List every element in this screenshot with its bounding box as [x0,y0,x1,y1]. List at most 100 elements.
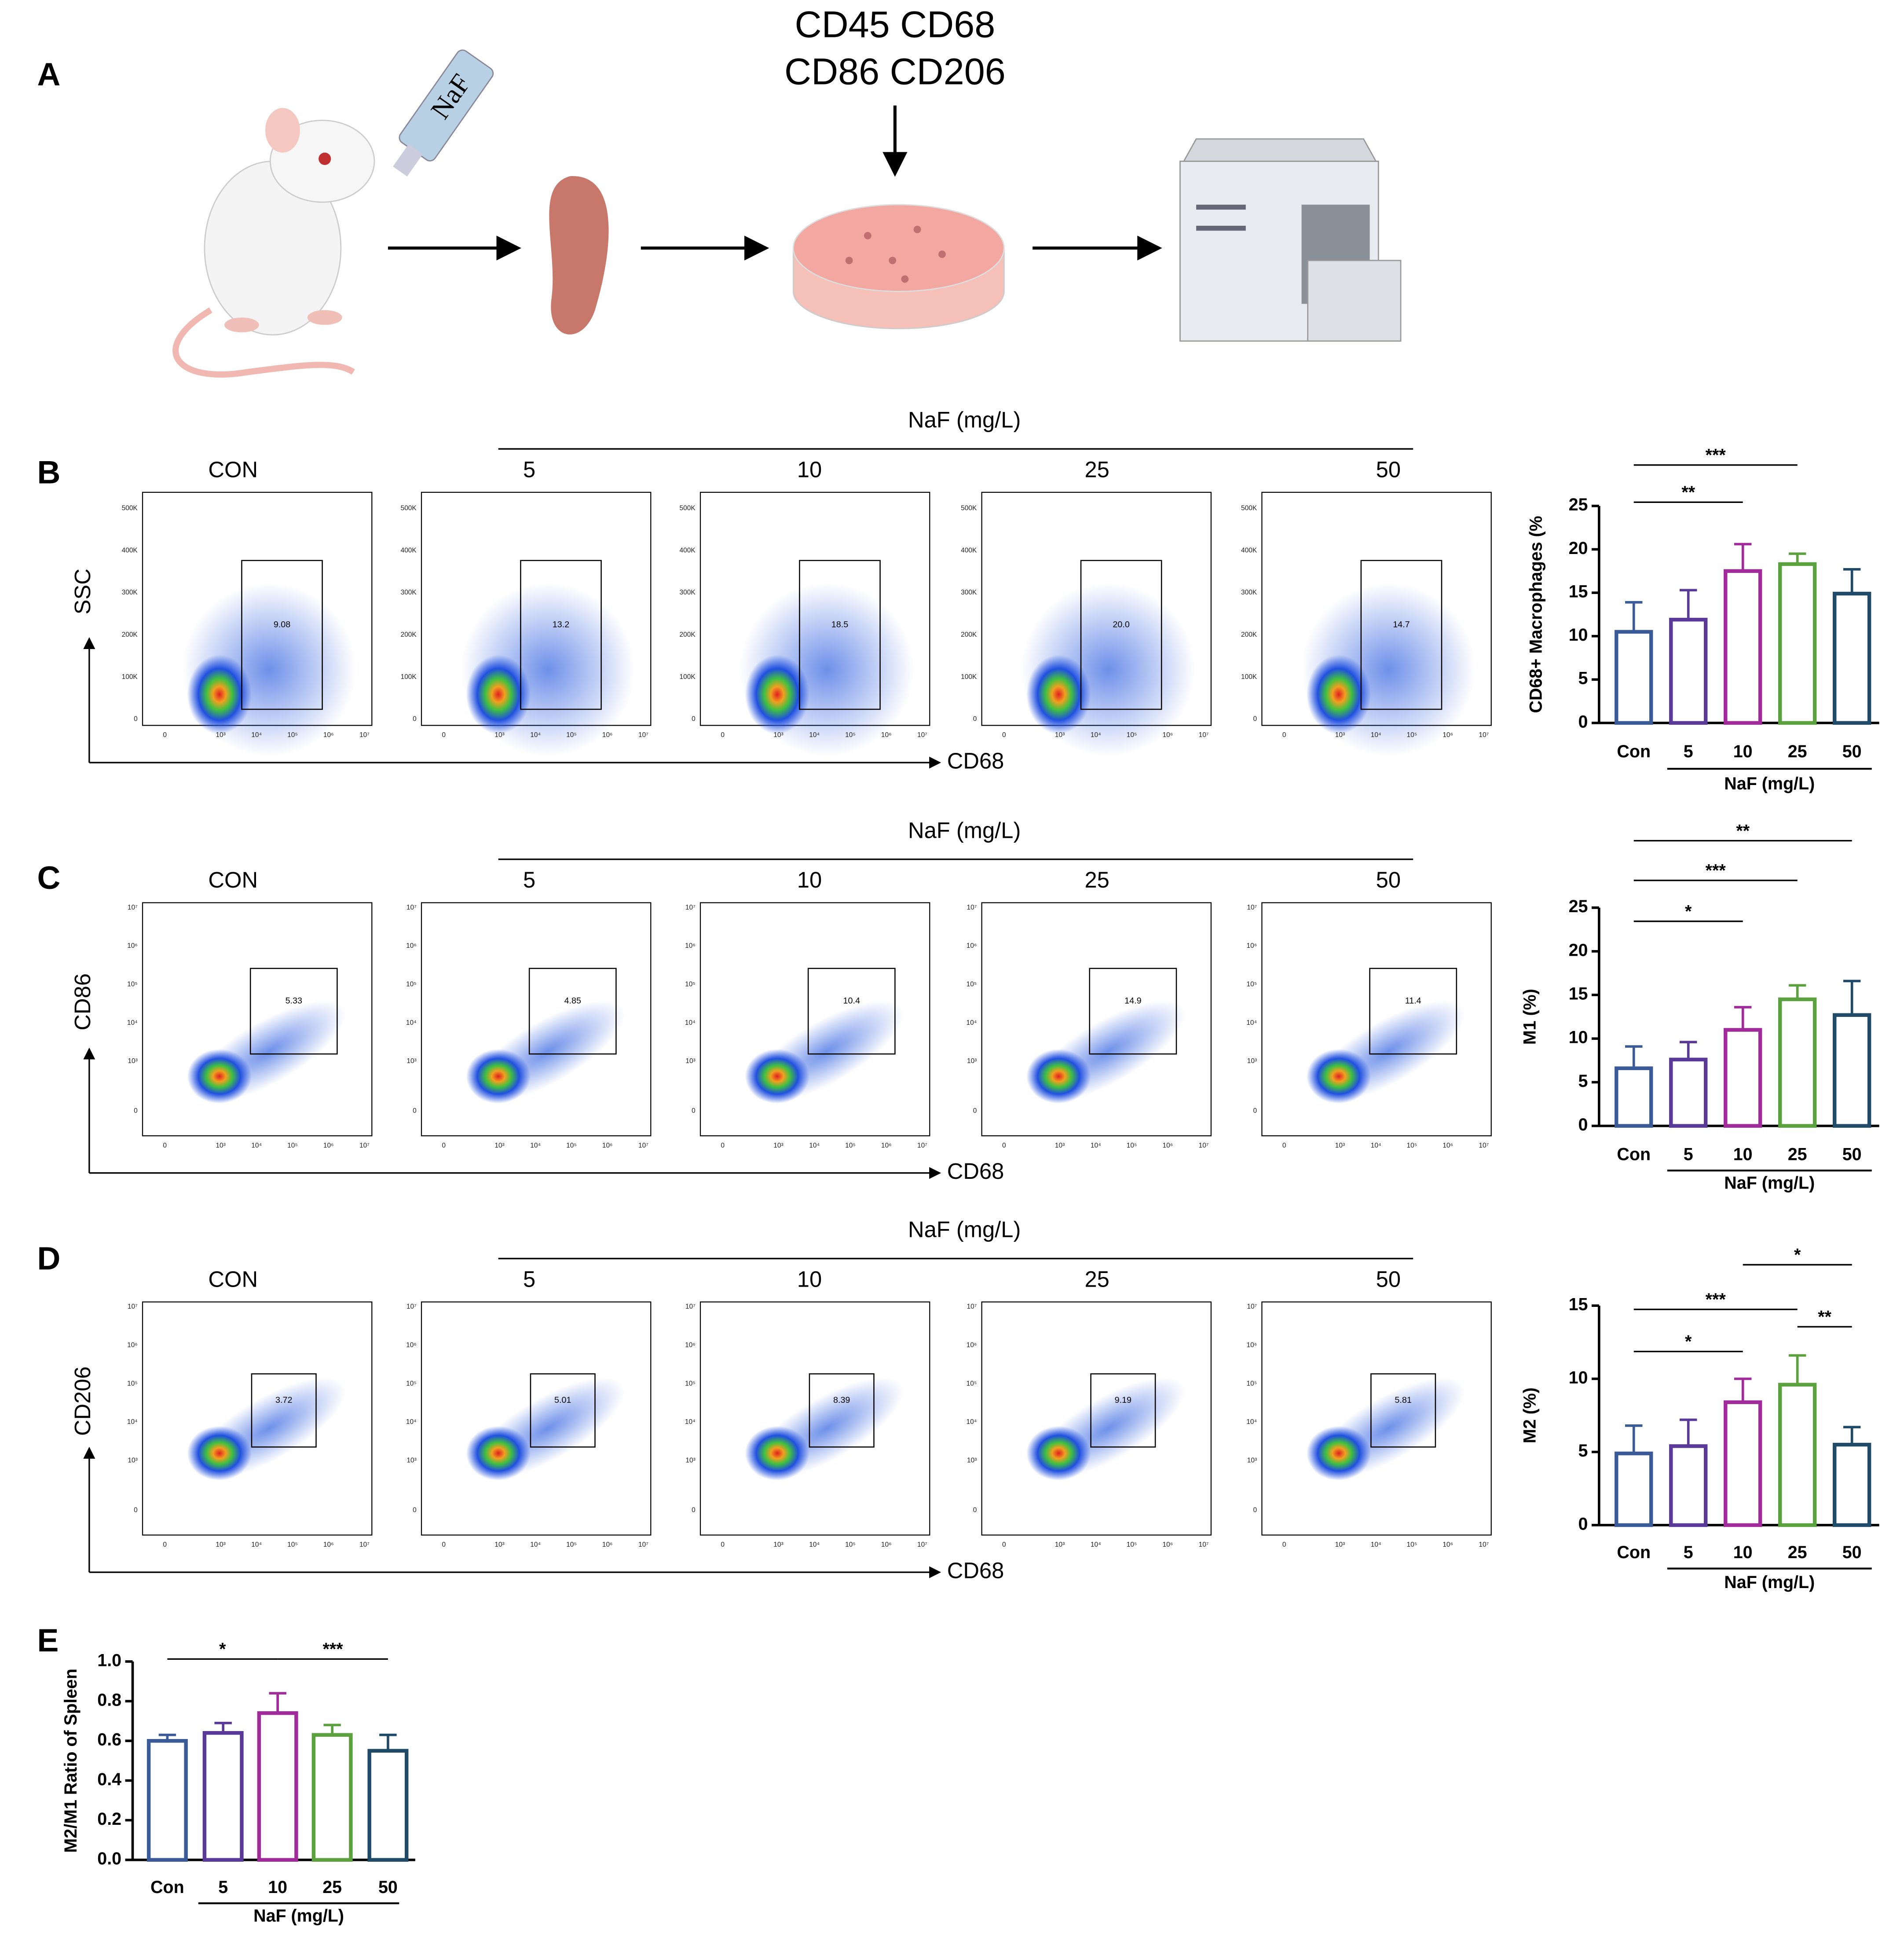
gate-value: 4.85 [564,996,581,1006]
x-tick-label: Con [1617,742,1651,761]
y-tick-label: 400K [961,547,977,554]
y-tick-label: 5 [1578,1441,1588,1460]
bar [1724,1028,1762,1128]
y-tick-label: 10⁶ [406,1341,417,1349]
y-tick-label: 300K [680,589,696,596]
marker-text: CD45 CD68 [795,4,996,45]
column-label: 10 [797,1266,822,1291]
x-tick-label: 0 [1002,731,1006,739]
x-tick-label: 10⁷ [1199,731,1209,739]
flow-cytometer [1179,138,1402,342]
x-tick-label: 0 [1282,731,1286,739]
y-tick-label: 10⁶ [127,1341,138,1349]
y-tick-label: 10⁷ [967,1303,977,1310]
y-tick-label: 200K [122,631,138,638]
x-axis-label: CD68 [947,748,1004,773]
y-tick-label: 25 [1569,495,1588,514]
x-tick-label: 0 [163,1541,167,1548]
x-tick-label: 10⁴ [809,731,820,739]
x-tick-label: 10⁵ [1407,1142,1417,1149]
gate [1090,1373,1156,1448]
gate-value: 9.08 [274,620,290,630]
gate [809,1373,875,1448]
x-tick-label: 10³ [216,1541,225,1548]
y-tick-label: 10³ [685,1457,695,1464]
x-tick-label: 10³ [216,1142,225,1149]
syringe: NaF [393,49,494,177]
y-tick-label: 10⁶ [1247,1341,1257,1349]
x-tick-label: 10⁷ [359,1142,370,1149]
y-tick-label: 10⁴ [406,1019,417,1027]
column-label: CON [208,867,258,892]
significance-label: ** [1818,1307,1831,1327]
y-tick-label: 300K [961,589,977,596]
event-density [187,654,252,734]
y-tick-label: 200K [680,631,696,638]
x-tick-label: 10⁵ [1407,731,1417,739]
x-tick-label: 10⁵ [287,1142,298,1149]
x-tick-label: 10³ [773,731,783,739]
significance-label: *** [323,1640,344,1659]
y-tick-label: 0 [1578,712,1588,731]
event-density [1306,654,1371,734]
y-tick-label: 400K [401,547,417,554]
y-tick-label: 10⁶ [967,942,977,950]
y-tick-label: 0 [134,715,138,723]
x-tick-label: 10 [1733,742,1753,761]
x-axis-label: NaF (mg/L) [1724,1573,1815,1592]
bar [1724,569,1762,725]
y-tick-label: 10³ [685,1057,695,1065]
x-tick-label: 10⁴ [1371,1541,1381,1548]
gate-value: 5.33 [286,996,302,1006]
x-tick-label: 10⁴ [530,1541,541,1548]
y-tick-label: 300K [122,589,138,596]
y-tick-label: 200K [1241,631,1257,638]
panel-label: E [37,1622,59,1658]
y-tick-label: 100K [1241,673,1257,681]
x-tick-label: 25 [1788,1145,1807,1164]
panel-label: B [37,455,61,491]
y-tick-label: 10⁶ [967,1341,977,1349]
x-tick-label: 5 [1684,1145,1693,1164]
column-label: 5 [523,1266,535,1291]
gate [1360,560,1443,710]
bar [1778,1383,1817,1527]
y-tick-label: 400K [1241,547,1257,554]
x-tick-label: 10⁴ [251,1142,262,1149]
y-tick-label: 10⁵ [1247,1380,1257,1387]
x-tick-label: Con [1617,1543,1651,1562]
y-tick-label: 0.2 [97,1809,121,1829]
y-tick-label: 0 [1253,715,1257,723]
panel-label: A [37,56,61,92]
x-tick-label: 0 [442,731,446,739]
x-tick-label: 10⁶ [1162,1142,1173,1149]
gate [1089,968,1177,1055]
significance-label: * [1685,902,1692,921]
x-tick-label: 10⁵ [566,731,577,739]
event-density [187,1049,252,1104]
event-density [466,1049,531,1104]
x-tick-label: 0 [1282,1541,1286,1548]
gate [807,968,896,1055]
y-tick-label: 10⁵ [127,981,138,988]
x-tick-label: 10³ [1335,1142,1345,1149]
x-tick-label: 10⁶ [881,1142,892,1149]
x-tick-label: 0 [721,1541,725,1548]
bar [1832,1013,1871,1128]
x-tick-label: 10 [268,1878,287,1897]
y-tick-label: 10⁶ [127,942,138,950]
column-label: 10 [797,867,822,892]
x-axis-label: CD68 [947,1558,1004,1583]
column-label: 25 [1084,867,1109,892]
gate-value: 9.19 [1115,1395,1131,1405]
x-tick-label: 10³ [1055,731,1065,739]
x-tick-label: 25 [322,1878,342,1897]
y-tick-label: 10³ [967,1457,977,1464]
x-tick-label: 10⁷ [638,1541,648,1548]
x-tick-label: 10³ [773,1541,783,1548]
y-axis-label: CD68+ Macrophages (% [1526,516,1545,713]
gate-value: 5.81 [1395,1395,1411,1405]
y-tick-label: 10⁶ [1247,942,1257,950]
y-tick-label: 100K [401,673,417,681]
y-axis-label: M1 (%) [1520,989,1539,1045]
